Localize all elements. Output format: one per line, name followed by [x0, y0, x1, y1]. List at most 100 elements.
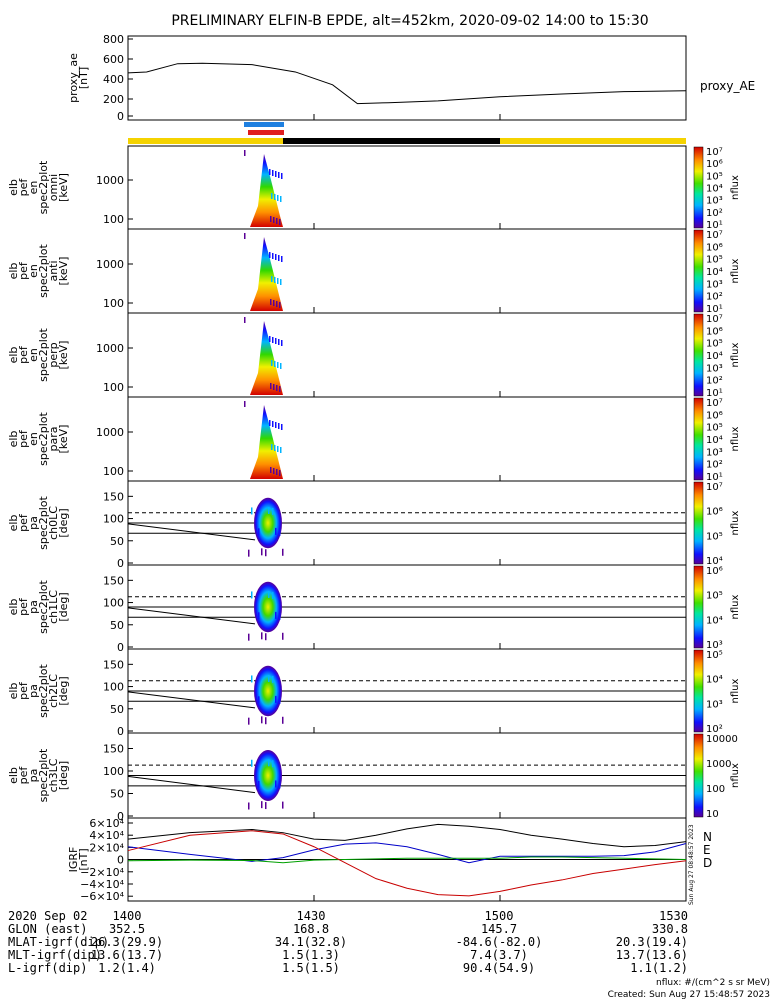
colorbar: [693, 649, 704, 733]
y-tick-label: 100: [103, 513, 124, 526]
colorbar-tick-label: 10¹: [706, 220, 723, 231]
spectrogram-speckle: [277, 446, 279, 452]
y-axis-label: [deg]: [57, 592, 70, 621]
pitch-angle-flux: [254, 665, 282, 717]
y-axis-label: pef: [17, 597, 30, 616]
colorbar: [693, 565, 704, 649]
plot-title: PRELIMINARY ELFIN-B EPDE, alt=452km, 202…: [171, 13, 648, 29]
panel-proxy_ae: proxy_ae[nT] 800 600 400 200 0 proxy_AE: [67, 33, 755, 123]
y-tick-label: 400: [103, 73, 124, 86]
spectrogram-speckle: [272, 170, 274, 176]
pitch-angle-speckle: [258, 696, 260, 704]
y-axis-label: elb: [7, 599, 20, 616]
spectrogram-speckle: [273, 468, 275, 474]
colorbar-tick-label: 10⁷: [706, 147, 723, 158]
ephemeris-value: -84.6(-82.0): [456, 935, 543, 949]
spectrogram-speckle: [270, 383, 272, 389]
colorbar-tick-label: 100: [706, 784, 725, 795]
colorbar-tick-label: 10⁴: [706, 267, 723, 278]
spectrogram-speckle: [278, 339, 280, 345]
y-axis-label: proxy_ae: [67, 53, 80, 103]
spectrogram-speckle: [270, 299, 272, 305]
spectrogram-speckle: [270, 467, 272, 473]
y-tick-label: 100: [103, 213, 124, 226]
y-tick-label: 800: [103, 33, 124, 46]
panel-frame: [127, 145, 687, 230]
spectrogram-speckle: [276, 385, 278, 391]
y-axis-label: spec2plot: [37, 664, 50, 718]
y-tick-label: 100: [103, 597, 124, 610]
colorbar-tick-label: 10⁶: [706, 242, 723, 253]
ephemeris-label: 2020 Sep 02: [8, 909, 87, 923]
colorbar-tick-label: 10⁷: [706, 398, 723, 409]
spectrogram-speckle: [281, 340, 283, 346]
colorbar-label: nflux: [730, 342, 741, 367]
spectrogram-speckle: [277, 195, 279, 201]
y-axis-label: para: [47, 427, 60, 452]
y-axis-label: elb: [7, 263, 20, 280]
spectrogram-speckle: [278, 255, 280, 261]
pitch-angle-speckle: [268, 591, 270, 598]
pitch-angle-speckle: [279, 781, 281, 789]
y-tick-label: 100: [103, 681, 124, 694]
y-tick-label: 200: [103, 93, 124, 106]
colorbar-label: nflux: [730, 175, 741, 200]
spectrogram-speckle: [275, 254, 277, 260]
loss-cone-sweep-line: [127, 691, 256, 709]
spectrogram-speckle: [244, 401, 246, 407]
colorbar-tick-label: 10³: [706, 447, 723, 458]
y-tick-label: 150: [103, 743, 124, 756]
pitch-angle-speckle: [268, 675, 270, 682]
y-axis-label: ch2LC: [47, 674, 60, 708]
y-axis-label: spec2plot: [37, 748, 50, 802]
pitch-angle-speckle: [282, 801, 284, 809]
legend-igrf-d: D: [703, 856, 712, 870]
colorbar-tick-label: 10⁶: [706, 410, 723, 421]
y-axis-label: spec2plot: [37, 580, 50, 634]
colorbar-label: nflux: [730, 678, 741, 703]
pitch-angle-speckle: [258, 612, 260, 620]
spectrogram-speckle: [280, 196, 282, 202]
colorbar: [693, 481, 704, 565]
y-axis-label: pef: [17, 178, 30, 197]
colorbar-tick-label: 10¹: [706, 388, 723, 399]
spectrogram-speckle: [269, 252, 271, 258]
y-axis-label: elb: [7, 179, 20, 196]
pitch-angle-speckle: [251, 675, 253, 683]
colorbar-tick-label: 10²: [706, 208, 723, 219]
pitch-angle-speckle: [248, 633, 250, 641]
pitch-angle-speckle: [279, 528, 281, 536]
y-axis-label: [deg]: [57, 761, 70, 790]
pitch-angle-speckle: [275, 780, 277, 788]
spectrogram-speckle: [273, 300, 275, 306]
spectrogram-speckle: [274, 194, 276, 200]
ephemeris-value: 1500: [485, 909, 514, 923]
spectrogram-speckle: [278, 423, 280, 429]
pitch-angle-speckle: [275, 695, 277, 703]
pitch-angle-speckle: [272, 591, 274, 599]
y-tick-label: 6×10⁴: [89, 817, 124, 830]
spectrogram-speckle: [277, 278, 279, 284]
pitch-angle-speckle: [251, 591, 253, 599]
pitch-angle-speckle: [258, 528, 260, 536]
spectrogram-speckle: [273, 217, 275, 223]
y-tick-label: 100: [103, 765, 124, 778]
ephemeris-value: 1530: [659, 909, 688, 923]
y-tick-label: −2×10⁴: [80, 866, 124, 879]
spectrogram-speckle: [280, 447, 282, 453]
colorbar-tick-label: 10⁵: [706, 591, 723, 602]
panel-igrf: IGRF[nT] 6×10⁴4×10⁴2×10⁴0−2×10⁴−4×10⁴−6×1…: [67, 817, 712, 903]
spectrogram-speckle: [281, 173, 283, 179]
pitch-angle-speckle: [282, 716, 284, 724]
colorbar-tick-label: 10³: [706, 363, 723, 374]
colorbar-tick-label: 10⁷: [706, 482, 723, 493]
y-tick-label: 1000: [96, 342, 124, 355]
y-tick-label: 0: [117, 641, 124, 654]
spectrogram-speckle: [279, 386, 281, 392]
y-axis-label: en: [27, 432, 40, 446]
y-axis-label: ch0LC: [47, 506, 60, 540]
spectrogram-flux: [250, 321, 283, 395]
